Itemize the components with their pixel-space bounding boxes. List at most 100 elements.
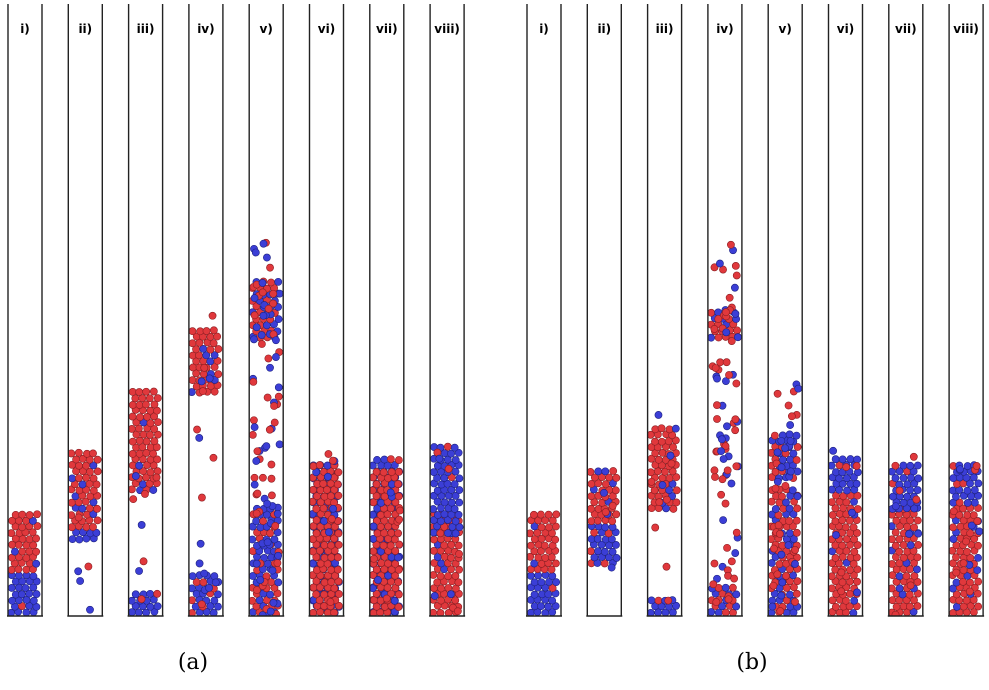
- particles: [949, 461, 984, 616]
- particle: [266, 529, 275, 538]
- particle: [548, 584, 557, 592]
- particle: [949, 523, 957, 532]
- particle: [149, 595, 158, 604]
- particle: [253, 586, 261, 594]
- column-label: vii): [895, 22, 917, 36]
- particle: [25, 535, 34, 544]
- particle: [970, 486, 979, 494]
- particle: [29, 596, 38, 605]
- particle: [848, 508, 856, 517]
- particle: [609, 467, 618, 475]
- particle: [82, 485, 91, 494]
- particle: [828, 511, 837, 519]
- particle: [250, 423, 259, 432]
- particle: [188, 327, 197, 336]
- particle: [850, 596, 859, 605]
- particle: [267, 278, 275, 287]
- particle: [153, 602, 162, 611]
- particle: [324, 450, 333, 458]
- particle: [713, 374, 721, 383]
- particle: [721, 442, 730, 451]
- particles: [888, 452, 923, 616]
- particle: [14, 565, 23, 574]
- particle: [274, 315, 283, 324]
- particle: [369, 584, 377, 593]
- particle: [252, 457, 261, 465]
- particle: [209, 326, 218, 335]
- particle: [200, 569, 209, 578]
- particle: [552, 510, 561, 519]
- particle: [387, 468, 396, 476]
- particle: [146, 406, 155, 415]
- particle: [966, 529, 975, 538]
- particle: [153, 394, 162, 403]
- particle: [910, 572, 919, 580]
- particle: [274, 277, 283, 286]
- particle: [551, 559, 560, 568]
- particle: [312, 516, 321, 525]
- particle: [892, 602, 901, 611]
- particle: [259, 517, 267, 525]
- particle: [962, 596, 971, 605]
- particle: [835, 559, 843, 568]
- particle: [437, 559, 446, 568]
- particle: [29, 517, 37, 525]
- particle: [665, 486, 674, 494]
- particle: [899, 461, 908, 470]
- particle: [394, 467, 403, 476]
- particle: [394, 456, 403, 464]
- particle: [537, 578, 546, 587]
- particle: [440, 474, 449, 482]
- particle: [537, 523, 546, 532]
- particle: [391, 560, 400, 568]
- particle: [316, 546, 324, 555]
- particle: [250, 473, 259, 482]
- particle: [440, 522, 449, 531]
- particle: [188, 609, 196, 616]
- particle: [793, 577, 802, 586]
- particle: [447, 498, 456, 507]
- particle: [667, 459, 676, 468]
- particle: [791, 597, 799, 606]
- column-label: iv): [716, 22, 733, 36]
- particle: [794, 384, 803, 393]
- particle: [150, 437, 159, 446]
- particle: [910, 596, 918, 605]
- particle: [89, 449, 97, 458]
- particle: [380, 455, 389, 464]
- particle: [666, 451, 675, 460]
- particle: [905, 602, 914, 611]
- particle: [974, 491, 983, 500]
- particle: [153, 589, 162, 598]
- particle: [309, 462, 318, 471]
- tube-column: iii): [127, 4, 164, 617]
- particle: [846, 566, 854, 574]
- particle: [721, 583, 730, 592]
- particle: [969, 473, 978, 482]
- particle: [654, 411, 663, 419]
- tube-column: vi): [827, 4, 864, 617]
- particle: [320, 541, 329, 550]
- particle: [850, 547, 859, 556]
- particle: [131, 590, 140, 599]
- particle: [455, 550, 463, 558]
- particle: [784, 541, 793, 550]
- particle: [139, 467, 148, 476]
- particle: [781, 481, 790, 490]
- particles: [128, 387, 162, 616]
- particle: [369, 461, 377, 470]
- particle: [654, 596, 663, 605]
- particle: [188, 339, 197, 348]
- particle: [455, 474, 464, 483]
- particle: [379, 541, 388, 550]
- particle: [952, 492, 960, 501]
- particle: [131, 472, 140, 480]
- particle: [249, 535, 257, 544]
- particle: [600, 559, 609, 568]
- particle: [264, 304, 273, 313]
- particle: [713, 574, 721, 583]
- tube-column: ii): [67, 4, 104, 617]
- particle: [146, 589, 155, 598]
- tube-column: v): [767, 4, 804, 617]
- particle: [587, 480, 596, 488]
